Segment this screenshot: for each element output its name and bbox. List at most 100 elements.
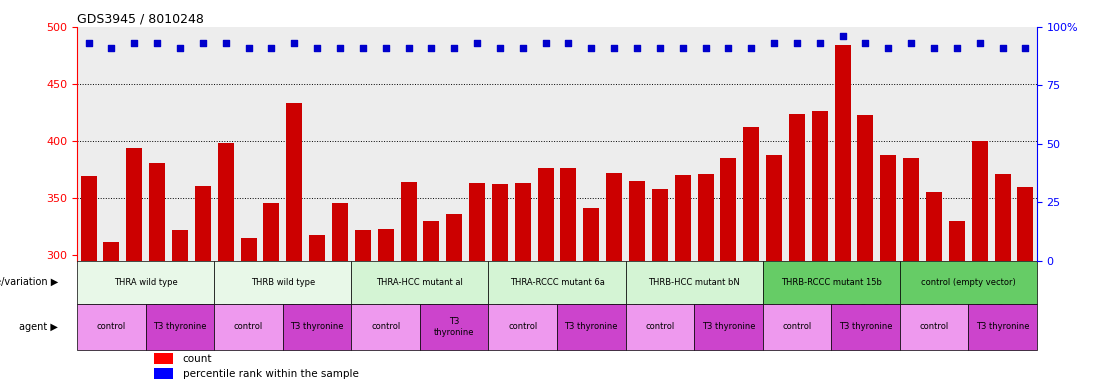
Bar — [900, 303, 968, 350]
Bar — [447, 214, 462, 384]
Bar — [282, 303, 352, 350]
Bar — [625, 303, 694, 350]
Text: control: control — [645, 323, 674, 331]
Bar — [900, 27, 922, 261]
Bar — [762, 27, 785, 261]
Bar — [260, 27, 282, 261]
Bar — [149, 163, 165, 384]
Point — [79, 40, 97, 46]
Point — [286, 40, 303, 46]
Bar — [992, 27, 1014, 261]
Point — [947, 45, 965, 51]
Bar — [557, 27, 580, 261]
Point — [994, 45, 1011, 51]
Point — [468, 40, 485, 46]
Bar — [762, 303, 832, 350]
Bar — [81, 177, 97, 384]
Text: GDS3945 / 8010248: GDS3945 / 8010248 — [77, 13, 204, 26]
Bar — [922, 27, 945, 261]
Bar — [122, 27, 146, 261]
Bar — [282, 27, 306, 261]
Bar — [154, 353, 173, 364]
Bar — [785, 27, 808, 261]
Bar — [287, 103, 302, 384]
Point — [217, 40, 235, 46]
Bar — [217, 143, 234, 384]
Text: control: control — [234, 323, 264, 331]
Bar — [355, 230, 371, 384]
Bar — [192, 27, 214, 261]
Bar — [649, 27, 672, 261]
Bar — [146, 27, 169, 261]
Bar — [625, 27, 649, 261]
Point — [263, 45, 280, 51]
Bar — [945, 27, 968, 261]
Point — [331, 45, 349, 51]
Bar — [697, 174, 714, 384]
Bar — [534, 27, 557, 261]
Text: T3 thyronine: T3 thyronine — [153, 323, 206, 331]
Bar — [465, 27, 489, 261]
Bar — [172, 230, 188, 384]
Text: T3 thyronine: T3 thyronine — [838, 323, 892, 331]
Text: T3 thyronine: T3 thyronine — [976, 323, 1029, 331]
Point — [126, 40, 143, 46]
Bar — [652, 189, 667, 384]
Bar — [489, 27, 512, 261]
Bar — [100, 27, 122, 261]
Bar — [154, 368, 173, 379]
Bar — [972, 141, 987, 384]
Bar — [352, 261, 489, 303]
Bar — [512, 27, 534, 261]
Bar — [880, 155, 897, 384]
Bar — [675, 175, 690, 384]
Bar — [720, 158, 737, 384]
Bar — [424, 221, 439, 384]
Point — [719, 45, 737, 51]
Bar — [214, 303, 282, 350]
Bar — [767, 155, 782, 384]
Bar — [264, 203, 279, 384]
Text: agent ▶: agent ▶ — [19, 322, 58, 332]
Bar — [580, 27, 602, 261]
Bar — [903, 158, 919, 384]
Point — [834, 33, 852, 39]
Bar — [77, 27, 100, 261]
Point — [308, 45, 326, 51]
Bar — [694, 303, 762, 350]
Bar — [857, 115, 874, 384]
Bar — [968, 27, 992, 261]
Bar — [420, 303, 489, 350]
Text: THRB wild type: THRB wild type — [250, 278, 315, 287]
Text: control: control — [97, 323, 126, 331]
Bar — [442, 27, 465, 261]
Bar — [672, 27, 694, 261]
Bar — [927, 192, 942, 384]
Bar — [1017, 187, 1034, 384]
Text: THRA wild type: THRA wild type — [114, 278, 178, 287]
Bar — [625, 261, 762, 303]
Bar — [195, 185, 211, 384]
Bar — [169, 27, 192, 261]
Bar — [900, 261, 1037, 303]
Bar — [968, 303, 1037, 350]
Bar — [1014, 27, 1037, 261]
Point — [514, 45, 532, 51]
Bar — [77, 303, 146, 350]
Text: control: control — [920, 323, 949, 331]
Text: control: control — [782, 323, 812, 331]
Point — [148, 40, 167, 46]
Bar — [214, 261, 352, 303]
Bar — [377, 229, 394, 384]
Point — [446, 45, 463, 51]
Point — [629, 45, 646, 51]
Bar — [420, 27, 442, 261]
Point — [651, 45, 668, 51]
Bar — [583, 209, 599, 384]
Bar — [352, 303, 420, 350]
Bar — [237, 27, 260, 261]
Bar — [146, 303, 214, 350]
Point — [491, 45, 508, 51]
Bar — [835, 45, 850, 384]
Text: percentile rank within the sample: percentile rank within the sample — [183, 369, 358, 379]
